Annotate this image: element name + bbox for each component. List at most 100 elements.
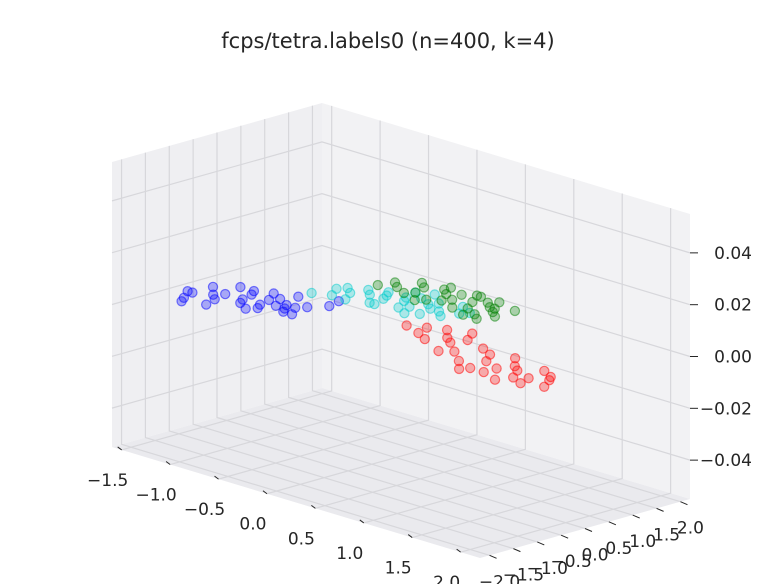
y-tick-mark (537, 541, 545, 546)
scatter-point (187, 287, 198, 298)
y-gridline (144, 152, 514, 550)
scatter-point (447, 302, 458, 313)
y-tick-label: −2.0 (479, 572, 520, 584)
scatter-point (539, 365, 550, 377)
scatter-point (399, 308, 410, 319)
x-gridline (169, 120, 381, 466)
scatter-point (401, 320, 412, 331)
y-tick-label: 0.0 (581, 546, 608, 566)
y-tick-label: 1.0 (629, 532, 656, 552)
axes-grid (111, 105, 691, 556)
y-tick-mark (680, 501, 688, 506)
scatter-point (433, 345, 444, 357)
y-gridline (240, 125, 610, 523)
scatter-point (454, 308, 465, 319)
y-gridline (192, 139, 562, 536)
scatter-point (209, 294, 220, 305)
x-gridline (412, 193, 623, 539)
z-tick-label: 0.00 (714, 348, 752, 368)
scatter-point (418, 282, 430, 293)
axes-ticks: −1.5−1.0−0.50.00.51.01.52.0 −2.0−1.5−1.0−… (87, 244, 752, 584)
scatter-point (523, 373, 534, 384)
scatter-point (414, 308, 425, 320)
x-tick-label: −0.5 (184, 500, 225, 520)
scatter-point (515, 378, 526, 389)
scatter-point (286, 309, 298, 320)
y-tick-mark (608, 521, 617, 526)
z-gridline (111, 348, 691, 461)
scatter-point (481, 356, 492, 367)
z-gridline (111, 141, 691, 254)
scatter-point (409, 294, 420, 306)
scatter-point (372, 279, 383, 291)
x-tick-mark (311, 504, 316, 509)
scatter-point (252, 302, 263, 314)
scatter-point (425, 303, 436, 314)
y-tick-mark (632, 514, 640, 519)
scatter-point (509, 353, 521, 364)
scatter-point (293, 291, 304, 302)
scatter-point (263, 294, 275, 306)
scatter-point (477, 343, 489, 354)
scatter-point (436, 295, 447, 306)
scatter-point (456, 289, 467, 300)
scatter-point (306, 287, 317, 299)
scatter-point (439, 284, 450, 295)
scatter-point (508, 372, 519, 383)
scatter-point (489, 303, 500, 314)
scatter-point (465, 362, 476, 374)
z-gridline (111, 193, 691, 306)
scatter-point (421, 294, 432, 305)
y-tick-label: 0.5 (605, 539, 632, 559)
x-gridline (315, 164, 526, 509)
x-gridline (266, 149, 478, 495)
scatter-point (446, 294, 458, 305)
y-tick-label: −1.5 (503, 566, 544, 584)
x-tick-mark (165, 461, 171, 465)
scatter-point (419, 333, 430, 345)
x-gridline (218, 135, 430, 480)
x-tick-label: 1.5 (385, 559, 412, 579)
scatter-point (457, 309, 469, 320)
scatter-point (324, 300, 335, 312)
scatter-point (240, 303, 251, 314)
y-gridline (264, 119, 633, 516)
scatter-point (246, 289, 257, 300)
y-gridline (287, 112, 657, 509)
x-tick-label: 0.5 (288, 529, 315, 549)
scatter-point (491, 363, 502, 374)
scatter-point (489, 311, 501, 322)
x-tick-label: 2.0 (433, 573, 460, 584)
scatter-point (478, 366, 489, 378)
scatter-point (200, 299, 212, 310)
y-tick-label: −1.0 (527, 559, 568, 579)
scatter-point (471, 290, 483, 301)
scatter-point (302, 302, 313, 313)
scatter-point (489, 374, 501, 385)
scatter-point (462, 334, 473, 346)
scatter-point (449, 346, 460, 357)
chart-title: fcps/tetra.labels0 (n=400, k=4) (221, 29, 554, 53)
scatter-point (369, 298, 380, 310)
scatter-points (176, 277, 556, 392)
scatter-point (378, 293, 389, 304)
y-gridline (311, 105, 681, 503)
x-tick-label: −1.0 (135, 486, 176, 506)
scatter-point (326, 290, 338, 301)
x-tick-label: 1.0 (336, 544, 363, 564)
scatter-point (364, 289, 375, 300)
scatter-point (219, 288, 231, 300)
y-tick-label: 2.0 (677, 519, 704, 539)
x-tick-mark (214, 475, 219, 480)
y-tick-label: 1.5 (653, 525, 680, 545)
scatter-point (398, 287, 410, 299)
y-tick-mark (656, 507, 664, 512)
z-gridline (111, 244, 691, 358)
x-gridline (121, 105, 333, 451)
scatter-point (207, 281, 219, 293)
scatter-point (453, 355, 465, 367)
scatter-point (509, 305, 521, 317)
z-gridline (111, 296, 691, 409)
z-tick-label: 0.04 (714, 244, 752, 264)
